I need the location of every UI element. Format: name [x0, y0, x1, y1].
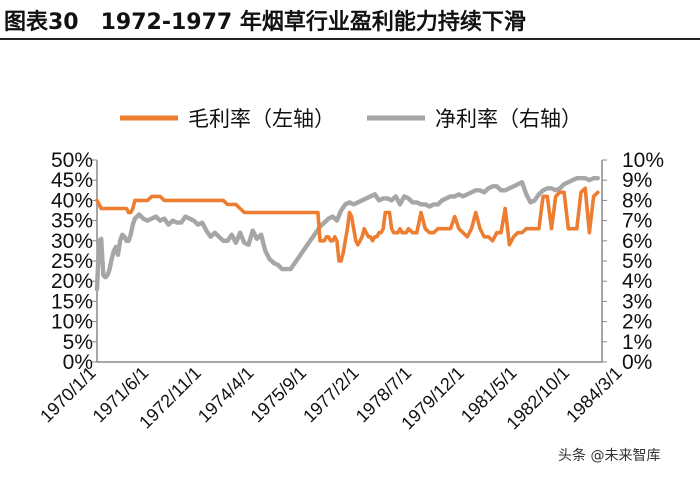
right-axis: 0%1%2%3%4%5%6%7%8%9%10%	[601, 149, 664, 374]
left-axis-tick-label: 5%	[63, 331, 93, 354]
x-axis-tick-label: 1984/3/1	[562, 363, 626, 427]
left-axis-tick-label: 45%	[51, 169, 93, 192]
right-axis-tick-label: 0%	[622, 351, 652, 374]
watermark: 头条 @未来智库	[558, 445, 660, 465]
left-axis: 0%5%10%15%20%25%30%35%40%45%50%	[51, 149, 98, 374]
series-layer	[94, 175, 600, 292]
left-axis-tick-label: 30%	[51, 230, 93, 253]
legend-gross-margin-label: 毛利率（左轴）	[188, 108, 335, 131]
watermark-text: 头条 @未来智库	[558, 448, 661, 464]
left-axis-tick-label: 40%	[51, 189, 93, 212]
left-axis-tick-label: 10%	[51, 311, 93, 334]
chart-legend: 毛利率（左轴） 净利率（右轴）	[120, 108, 582, 131]
series-line-net-margin	[94, 175, 600, 292]
right-axis-tick-label: 7%	[622, 210, 652, 233]
x-axis: 1970/1/11971/6/11972/11/11974/4/11975/9/…	[36, 361, 626, 433]
series-line-gross-margin	[95, 186, 600, 263]
right-axis-tick-label: 6%	[622, 230, 652, 253]
left-axis-tick-label: 0%	[63, 351, 93, 374]
x-axis-tick-label: 1975/9/1	[247, 363, 311, 427]
right-axis-tick-label: 4%	[622, 270, 652, 293]
right-axis-tick-label: 8%	[622, 189, 652, 212]
right-axis-tick-label: 5%	[622, 250, 652, 273]
line-chart: 0%5%10%15%20%25%30%35%40%45%50% 0%1%2%3%…	[36, 108, 664, 433]
right-axis-tick-label: 1%	[622, 331, 652, 354]
title-underline	[0, 38, 700, 40]
figure-title: 图表30 1972-1977 年烟草行业盈利能力持续下滑	[4, 10, 526, 35]
x-axis-tick-label: 1974/4/1	[194, 363, 258, 427]
left-axis-tick-label: 15%	[51, 290, 93, 313]
left-axis-tick-label: 35%	[51, 210, 93, 233]
figure-title-bar: 图表30 1972-1977 年烟草行业盈利能力持续下滑	[0, 0, 700, 40]
left-axis-tick-label: 50%	[51, 149, 93, 172]
right-axis-tick-label: 2%	[622, 311, 652, 334]
right-axis-tick-label: 10%	[622, 149, 664, 172]
x-axis-tick-label: 1977/2/1	[299, 363, 363, 427]
right-axis-tick-label: 9%	[622, 169, 652, 192]
right-axis-tick-label: 3%	[622, 290, 652, 313]
legend-net-margin-label: 净利率（右轴）	[435, 108, 582, 131]
left-axis-tick-label: 25%	[51, 250, 93, 273]
left-axis-tick-label: 20%	[51, 270, 93, 293]
